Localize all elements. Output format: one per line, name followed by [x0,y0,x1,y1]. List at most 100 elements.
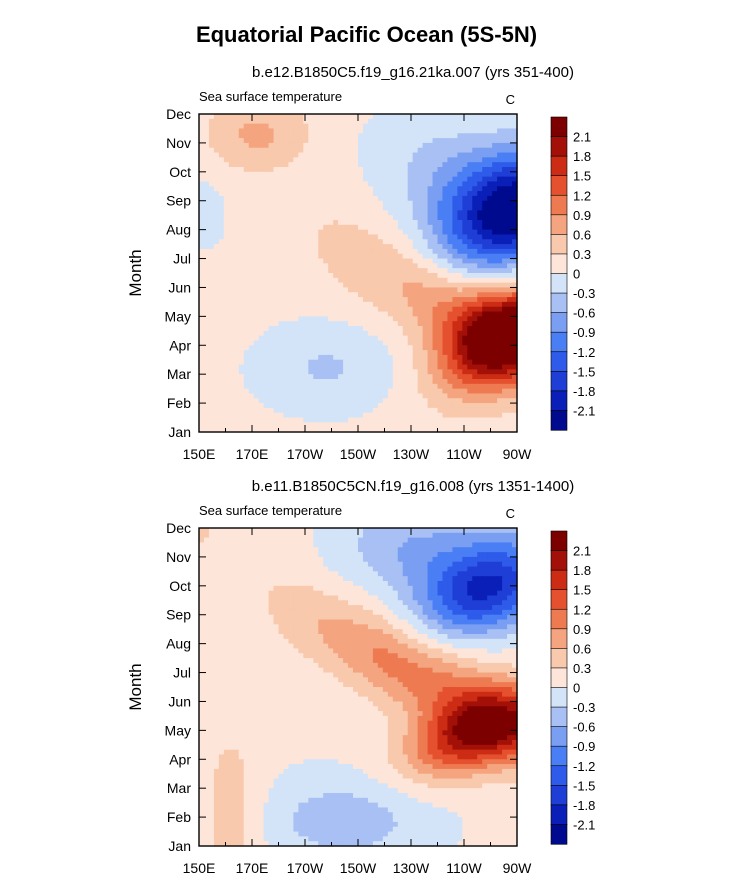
field-cell [288,191,295,197]
field-cell [382,234,389,240]
field-cell [397,224,404,231]
field-cell [233,407,240,414]
field-cell [243,118,250,125]
field-cell [268,147,275,154]
field-cell [407,138,414,144]
field-cell [362,268,369,274]
field-cell [308,552,314,558]
field-cell [472,273,478,279]
field-cell [457,306,463,313]
field-cell [362,571,369,577]
field-cell [338,528,344,534]
field-cell [258,195,265,202]
field-cell [502,292,508,298]
field-cell [203,537,210,544]
field-cell [367,350,374,356]
field-cell [298,287,304,293]
field-cell [462,287,468,293]
field-cell [273,350,280,356]
field-cell [223,239,230,245]
field-cell [472,133,478,139]
field-cell [223,220,230,226]
field-cell [338,152,344,158]
field-cell [323,123,329,130]
field-cell [228,537,235,544]
field-cell [253,138,260,144]
field-cell [358,566,364,572]
field-cell [218,383,225,390]
field-cell [218,268,225,274]
field-cell [437,398,444,404]
field-cell [253,162,260,168]
field-cell [248,133,255,139]
field-cell [372,176,379,183]
field-cell [482,398,488,404]
field-cell [412,229,419,236]
field-cell [253,297,260,303]
field-cell [482,340,488,346]
field-cell [293,576,299,582]
field-cell [432,234,439,240]
field-cell [288,273,295,279]
field-cell [422,326,429,332]
field-cell [218,205,225,211]
field-cell [268,311,275,317]
field-cell [432,142,439,149]
field-cell [343,162,349,168]
field-cell [362,297,369,303]
field-cell [432,167,439,173]
field-cell [248,571,255,577]
field-cell [482,258,488,264]
field-cell [362,292,369,298]
field-cell [512,417,518,423]
field-cell [442,282,449,289]
field-cell [253,528,260,534]
field-cell [338,383,344,390]
field-cell [353,552,359,558]
field-cell [417,210,424,216]
field-cell [377,379,384,385]
field-cell [362,552,369,558]
field-cell [387,379,394,385]
field-cell [293,552,299,558]
field-cell [417,152,424,158]
field-cell [492,176,498,183]
field-cell [288,210,295,216]
field-cell [213,162,220,168]
field-cell [452,181,458,187]
field-cell [308,253,314,260]
field-cell [467,354,473,361]
field-cell [382,311,389,317]
field-cell [402,133,409,139]
field-cell [422,142,429,149]
field-cell [387,364,394,370]
field-cell [283,268,290,274]
field-cell [243,407,250,414]
field-cell [268,374,275,380]
field-cell [328,210,334,216]
field-cell [288,354,295,361]
field-cell [462,234,468,240]
field-cell [293,321,299,327]
field-cell [422,532,429,539]
field-cell [387,537,394,544]
field-cell [318,224,324,231]
field-cell [203,528,210,534]
field-cell [487,561,493,568]
field-cell [482,537,488,544]
field-cell [208,379,215,385]
field-cell [273,258,280,264]
field-cell [452,532,458,539]
field-cell [382,191,389,197]
field-cell [432,311,439,317]
field-cell [452,552,458,558]
field-cell [477,345,483,351]
field-cell [213,306,220,313]
field-cell [452,171,458,178]
field-cell [512,268,518,274]
field-cell [462,403,468,409]
field-cell [367,258,374,264]
field-cell [427,374,434,380]
field-cell [298,552,304,558]
field-cell [362,369,369,375]
